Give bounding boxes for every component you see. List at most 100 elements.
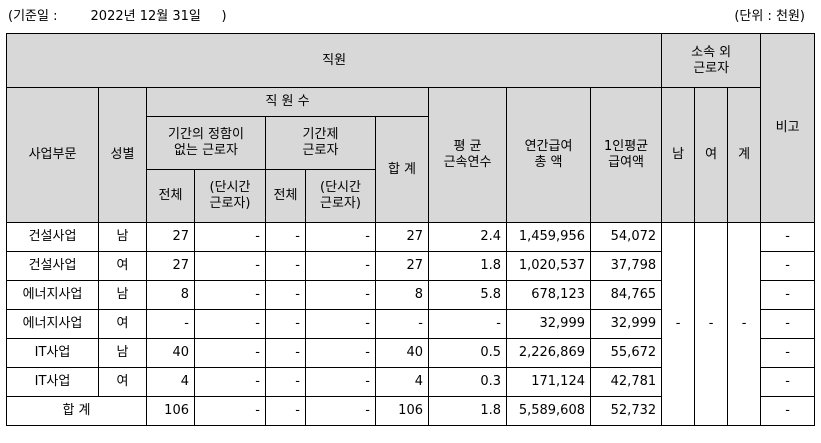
avg-tenure-header: 평 균 근속연수 bbox=[428, 87, 507, 223]
permanent-total-cell: 27 bbox=[146, 222, 195, 252]
outside-workers-header: 소속 외 근로자 bbox=[661, 33, 762, 88]
permanent-part-time-cell: - bbox=[194, 367, 266, 397]
total-tenure-cell: 1.8 bbox=[428, 396, 507, 426]
permanent-total-cell: 27 bbox=[146, 251, 195, 281]
header-row-4: 전체 (단시간 근로자) 전체 (단시간 근로자) bbox=[7, 169, 815, 223]
unit-label: (단위 : 천원) bbox=[734, 9, 805, 24]
permanent-total-header: 전체 bbox=[146, 169, 195, 223]
permanent-part-time-cell: - bbox=[194, 222, 266, 252]
fixed-total-cell: - bbox=[265, 222, 306, 252]
permanent-total-cell: 8 bbox=[146, 280, 195, 310]
remarks-cell: - bbox=[760, 251, 816, 281]
employees-header: 직원 bbox=[5, 33, 663, 88]
fixed-part-time-cell: - bbox=[305, 367, 376, 397]
tenure-cell: - bbox=[428, 309, 507, 339]
fixed-total-cell: - bbox=[265, 280, 306, 310]
annual-pay-cell: 171,124 bbox=[506, 367, 591, 397]
gender-header: 성별 bbox=[98, 87, 147, 223]
annual-pay-cell: 1,459,956 bbox=[506, 222, 591, 252]
annual-pay-cell: 1,020,537 bbox=[506, 251, 591, 281]
total-fixed-total-cell: - bbox=[265, 396, 306, 426]
fixed-part-time-cell: - bbox=[305, 280, 376, 310]
table-row: IT사업 남 40- - -40 0.5 2,226,869 55,672- bbox=[6, 338, 816, 368]
permanent-total-cell: 40 bbox=[146, 338, 195, 368]
gender-cell: 여 bbox=[98, 251, 147, 281]
permanent-total-cell: - bbox=[146, 309, 195, 339]
per-capita-pay-header: 1인평균 급여액 bbox=[589, 87, 663, 223]
sum-cell: 27 bbox=[375, 251, 429, 281]
per-capita-pay-cell: 54,072 bbox=[589, 222, 663, 252]
tenure-cell: 5.8 bbox=[428, 280, 507, 310]
total-per-capita-pay-cell: 52,732 bbox=[589, 396, 663, 426]
employee-status-table: 직원 소속 외 근로자 비고 사업부문 성별 직 원 수 평 균 근속연수 연간… bbox=[5, 33, 816, 426]
permanent-part-time-cell: - bbox=[194, 251, 266, 281]
fixed-term-header: 기간제 근로자 bbox=[265, 116, 376, 170]
header-row-2: 사업부문 성별 직 원 수 평 균 근속연수 연간급여 총 액 1인평균 급여액… bbox=[6, 87, 815, 223]
fixed-total-cell: - bbox=[265, 309, 306, 339]
tenure-cell: 2.4 bbox=[428, 222, 507, 252]
total-label-cell: 합 계 bbox=[6, 396, 147, 426]
business-header: 사업부문 bbox=[6, 87, 99, 223]
outside-female-cell: - bbox=[694, 222, 729, 426]
business-cell: 건설사업 bbox=[6, 251, 99, 281]
table-row: 건설사업 남 27- - -27 2.4 1,459,956 54,072- - - - bbox=[6, 222, 816, 426]
business-cell: IT사업 bbox=[6, 367, 99, 397]
permanent-part-time-cell: - bbox=[194, 280, 266, 310]
per-capita-pay-cell: 42,781 bbox=[589, 367, 663, 397]
business-cell: 에너지사업 bbox=[6, 280, 99, 310]
permanent-part-time-header: (단시간 근로자) bbox=[194, 169, 266, 223]
table-row: 에너지사업 여 - - - - - -32,999 32,999- bbox=[6, 309, 816, 339]
annual-pay-header: 연간급여 총 액 bbox=[506, 87, 591, 223]
business-cell: 건설사업 bbox=[6, 222, 99, 252]
outside-male-cell: - bbox=[661, 222, 696, 426]
gender-cell: 여 bbox=[98, 367, 147, 397]
table-body: 건설사업 남 27- - -27 2.4 1,459,956 54,072- - - - 건설사업 여 2… bbox=[6, 222, 816, 426]
fixed-part-time-cell: - bbox=[305, 338, 376, 368]
remarks-header: 비고 bbox=[760, 33, 816, 223]
table-row: 건설사업 여 27- - -27 1.8 1,020,537 37,798- bbox=[6, 251, 816, 281]
sum-cell: 4 bbox=[375, 367, 429, 397]
total-sum-cell: 106 bbox=[375, 396, 429, 426]
headcount-header: 직 원 수 bbox=[146, 87, 429, 117]
fixed-part-time-cell: - bbox=[305, 309, 376, 339]
gender-cell: 남 bbox=[98, 338, 147, 368]
per-capita-pay-cell: 84,765 bbox=[589, 280, 663, 310]
fixed-part-time-cell: - bbox=[305, 222, 376, 252]
reference-date: (기준일 : 2022년 12월 31일 ) bbox=[8, 9, 227, 24]
remarks-cell: - bbox=[760, 309, 816, 339]
outside-male-header: 남 bbox=[661, 87, 696, 223]
header-row-1: 직원 소속 외 근로자 비고 bbox=[5, 33, 816, 223]
total-row: 합 계 106- - -106 1.8 5,589,608 52,732- bbox=[6, 396, 816, 426]
tenure-cell: 0.3 bbox=[428, 367, 507, 397]
fixed-total-cell: - bbox=[265, 367, 306, 397]
gender-cell: 여 bbox=[98, 309, 147, 339]
total-annual-pay-cell: 5,589,608 bbox=[506, 396, 591, 426]
remarks-cell: - bbox=[760, 338, 816, 368]
fixed-total-cell: - bbox=[265, 338, 306, 368]
sum-cell: 27 bbox=[375, 222, 429, 252]
total-remarks-cell: - bbox=[760, 396, 816, 426]
total-fixed-part-time-cell: - bbox=[305, 396, 376, 426]
remarks-cell: - bbox=[760, 367, 816, 397]
fixed-part-time-header: (단시간 근로자) bbox=[305, 169, 376, 223]
permanent-total-cell: 4 bbox=[146, 367, 195, 397]
sum-cell: 40 bbox=[375, 338, 429, 368]
outside-subtotal-cell: - bbox=[727, 222, 762, 426]
remarks-cell: - bbox=[760, 280, 816, 310]
outside-subtotal-header: 계 bbox=[727, 87, 762, 223]
annual-pay-cell: 2,226,869 bbox=[506, 338, 591, 368]
total-permanent-total-cell: 106 bbox=[146, 396, 195, 426]
tenure-cell: 0.5 bbox=[428, 338, 507, 368]
permanent-part-time-cell: - bbox=[194, 309, 266, 339]
fixed-total-header: 전체 bbox=[265, 169, 306, 223]
fixed-part-time-cell: - bbox=[305, 251, 376, 281]
fixed-total-cell: - bbox=[265, 251, 306, 281]
remarks-cell: - bbox=[760, 222, 816, 252]
per-capita-pay-cell: 32,999 bbox=[589, 309, 663, 339]
total-permanent-part-time-cell: - bbox=[194, 396, 266, 426]
business-cell: IT사업 bbox=[6, 338, 99, 368]
header-row-3: 기간의 정함이 없는 근로자 기간제 근로자 합 계 bbox=[7, 116, 815, 223]
tenure-cell: 1.8 bbox=[428, 251, 507, 281]
per-capita-pay-cell: 55,672 bbox=[589, 338, 663, 368]
sum-cell: 8 bbox=[375, 280, 429, 310]
